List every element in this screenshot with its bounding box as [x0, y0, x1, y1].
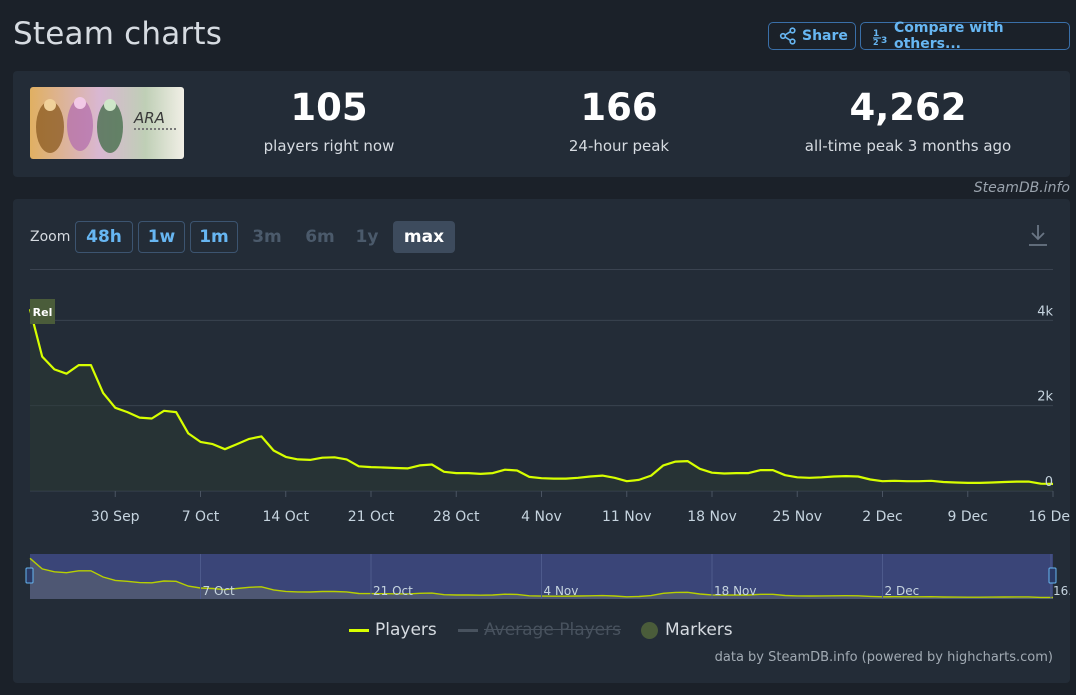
players-area: [30, 309, 1053, 491]
y-tick-label: 0: [1045, 475, 1053, 490]
navigator-label: 18 Nov: [714, 584, 757, 598]
navigator-right-handle: [1048, 567, 1057, 584]
markers-swatch: [641, 621, 658, 639]
legend-players-label: Players: [375, 620, 437, 640]
numbers-icon: 1 2 3: [873, 27, 889, 45]
x-tick-label: 21 Oct: [348, 509, 395, 525]
share-label: Share: [802, 28, 848, 44]
stats-panel: ARA 105 players right now 166 24-hour pe…: [13, 71, 1070, 177]
controls-divider: [30, 269, 1053, 270]
players-line: [28, 308, 1054, 485]
x-tick-label: 11 Nov: [602, 509, 652, 525]
svg-text:2: 2: [873, 38, 879, 45]
zoom-max-button[interactable]: max: [393, 221, 455, 253]
navigator-label: 16...: [1053, 584, 1070, 598]
x-tick-label: 18 Nov: [687, 509, 737, 525]
x-tick-label: 16 Dec: [1028, 509, 1070, 525]
all-time-peak-value: 4,262: [849, 86, 967, 129]
all-time-peak-label[interactable]: all-time peak 3 months ago: [804, 137, 1012, 155]
all-time-peak-stat: 4,262 all-time peak 3 months ago: [773, 85, 1043, 155]
x-tick-label: 9 Dec: [948, 509, 988, 525]
navigator-label: 4 Nov: [544, 584, 579, 598]
share-button[interactable]: Share: [768, 22, 856, 50]
svg-text:3: 3: [881, 36, 887, 45]
game-thumbnail[interactable]: ARA: [30, 87, 184, 159]
x-tick-label: 2 Dec: [862, 509, 902, 525]
navigator-area: [30, 558, 1053, 599]
svg-text:ARA: ARA: [133, 109, 165, 127]
compare-label: Compare with others...: [894, 20, 1004, 52]
zoom-label: Zoom: [30, 229, 71, 245]
zoom-1m-button[interactable]: 1m: [190, 221, 238, 253]
players-now-label: players right now: [263, 137, 395, 155]
players-now-stat: 105 players right now: [229, 85, 429, 155]
navigator-left-handle: [25, 567, 34, 584]
steamdb-credit[interactable]: SteamDB.info: [973, 180, 1070, 196]
share-icon: [779, 27, 797, 45]
y-tick-label: 2k: [1037, 390, 1053, 405]
navigator-label: 2 Dec: [885, 584, 920, 598]
x-tick-label: 30 Sep: [91, 509, 140, 525]
zoom-48h-button[interactable]: 48h: [75, 221, 133, 253]
players-now-value: 105: [290, 86, 368, 129]
legend-players[interactable]: Players: [349, 620, 437, 640]
release-marker-label: Rel: [33, 306, 53, 319]
zoom-1y-button: 1y: [355, 227, 379, 247]
legend-markers[interactable]: Markers: [641, 620, 733, 640]
download-icon[interactable]: [1027, 223, 1049, 251]
release-marker: [30, 299, 55, 324]
legend-markers-label: Markers: [665, 620, 733, 640]
zoom-6m-button: 6m: [305, 227, 335, 247]
powered-by-credit[interactable]: data by SteamDB.info (powered by highcha…: [714, 650, 1053, 665]
player-chart[interactable]: 0 2k 4k 30 Sep 7 Oct 14 Oct 21 Oct 28 Oct 4 Nov…: [13, 199, 1070, 609]
zoom-3m-button: 3m: [252, 227, 282, 247]
peak-24h-label: 24-hour peak: [568, 137, 670, 155]
svg-text:1: 1: [873, 29, 879, 39]
legend-average-players[interactable]: Average Players: [458, 620, 621, 640]
x-tick-label: 14 Oct: [263, 509, 310, 525]
peak-24h-stat: 166 24-hour peak: [519, 85, 719, 155]
compare-button[interactable]: 1 2 3 Compare with others...: [860, 20, 1070, 52]
x-tick-label: 7 Oct: [182, 509, 220, 525]
zoom-1w-button[interactable]: 1w: [138, 221, 185, 253]
peak-24h-value: 166: [580, 86, 658, 129]
x-tick-label: 4 Nov: [521, 509, 562, 525]
page-title: Steam charts: [13, 16, 223, 52]
y-tick-label: 4k: [1037, 304, 1053, 319]
x-tick-label: 25 Nov: [772, 509, 822, 525]
navigator-label: 21 Oct: [373, 584, 413, 598]
x-tick-label: 28 Oct: [433, 509, 480, 525]
average-swatch: [458, 628, 478, 632]
navigator-label: 7 Oct: [203, 584, 235, 598]
players-swatch: [349, 628, 369, 632]
chart-panel: Zoom 48h 1w 1m 3m 6m 1y max 0 2k 4k 30 Sep…: [13, 199, 1070, 683]
legend-average-label: Average Players: [484, 620, 621, 640]
